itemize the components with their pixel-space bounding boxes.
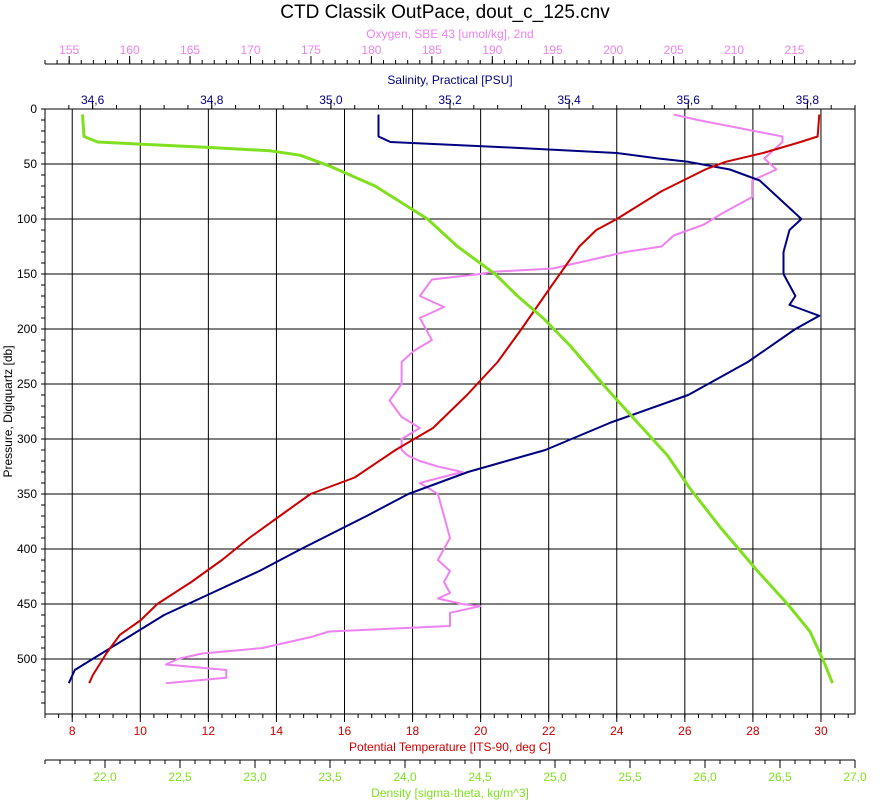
y-tick-label: 400: [17, 542, 37, 556]
x-tick-label-temperature: 22: [542, 724, 556, 738]
x-tick-label-temperature: 8: [69, 724, 76, 738]
x-tick-label-density: 26,5: [768, 770, 792, 784]
x-tick-label-oxygen: 180: [361, 43, 381, 57]
y-tick-label: 500: [17, 652, 37, 666]
x-tick-label-salinity: 34,6: [81, 93, 105, 107]
x-tick-label-temperature: 30: [814, 724, 828, 738]
series-line-temperature: [88, 114, 821, 684]
x-tick-label-temperature: 10: [134, 724, 148, 738]
y-tick-label: 350: [17, 487, 37, 501]
x-tick-label-temperature: 18: [406, 724, 420, 738]
x-tick-label-temperature: 12: [202, 724, 216, 738]
x-tick-label-temperature: 14: [270, 724, 284, 738]
chart-axes: 0 50 100 150 200 250 300 350 400 450 500 Pressure, …: [1, 27, 867, 800]
x-tick-label-temperature: 26: [678, 724, 692, 738]
x-tick-label-density: 24,5: [468, 770, 492, 784]
x-tick-label-density: 23,0: [243, 770, 267, 784]
series-line-salinity: [67, 114, 821, 684]
x-tick-label-density: 25,5: [618, 770, 642, 784]
y-tick-label: 450: [17, 597, 37, 611]
x-tick-label-salinity: 35,4: [557, 93, 581, 107]
y-tick-label: 50: [24, 157, 38, 171]
chart-series: [67, 113, 834, 685]
x-tick-label-oxygen: 200: [603, 43, 623, 57]
x-tick-label-density: 26,0: [693, 770, 717, 784]
y-tick-label: 100: [17, 212, 37, 226]
x-tick-label-density: 27,0: [843, 770, 867, 784]
x-axis-title-oxygen: Oxygen, SBE 43 [umol/kg], 2nd: [366, 27, 533, 41]
x-tick-label-oxygen: 170: [241, 43, 261, 57]
x-tick-label-oxygen: 190: [482, 43, 502, 57]
x-tick-label-temperature: 20: [474, 724, 488, 738]
x-tick-label-density: 23,5: [318, 770, 342, 784]
x-tick-label-oxygen: 155: [59, 43, 79, 57]
x-tick-label-oxygen: 160: [120, 43, 140, 57]
x-tick-label-density: 22,0: [93, 770, 117, 784]
y-tick-label: 300: [17, 432, 37, 446]
y-tick-label: 250: [17, 377, 37, 391]
x-axis-title-density: Density [sigma-theta, kg/m^3]: [371, 786, 529, 800]
x-tick-label-salinity: 35,0: [319, 93, 343, 107]
x-tick-label-oxygen: 195: [543, 43, 563, 57]
y-tick-label: 150: [17, 267, 37, 281]
series-line-density: [81, 114, 834, 684]
x-tick-label-oxygen: 215: [785, 43, 805, 57]
x-tick-label-salinity: 35,2: [438, 93, 462, 107]
x-tick-label-oxygen: 210: [724, 43, 744, 57]
x-tick-label-density: 25,0: [543, 770, 567, 784]
plot-frame: [44, 108, 856, 715]
x-tick-label-density: 24,0: [393, 770, 417, 784]
chart-title: CTD Classik OutPace, dout_c_125.cnv: [280, 2, 610, 23]
x-tick-label-salinity: 34,8: [200, 93, 224, 107]
series-line-oxygen: [164, 113, 784, 685]
x-tick-label-salinity: 35,6: [677, 93, 701, 107]
x-axis-title-salinity: Salinity, Practical [PSU]: [387, 73, 512, 87]
x-tick-label-temperature: 16: [338, 724, 352, 738]
x-axis-title-temperature: Potential Temperature [ITS-90, deg C]: [349, 740, 551, 754]
y-axis-label: Pressure, Digiquartz [db]: [1, 345, 15, 477]
x-tick-label-oxygen: 165: [180, 43, 200, 57]
x-tick-label-oxygen: 185: [422, 43, 442, 57]
x-tick-label-temperature: 24: [610, 724, 624, 738]
x-tick-label-salinity: 35,8: [796, 93, 820, 107]
y-tick-label: 0: [30, 102, 37, 116]
x-tick-label-density: 22,5: [168, 770, 192, 784]
x-tick-label-oxygen: 175: [301, 43, 321, 57]
x-tick-label-temperature: 28: [746, 724, 760, 738]
y-tick-label: 200: [17, 322, 37, 336]
x-tick-label-oxygen: 205: [664, 43, 684, 57]
